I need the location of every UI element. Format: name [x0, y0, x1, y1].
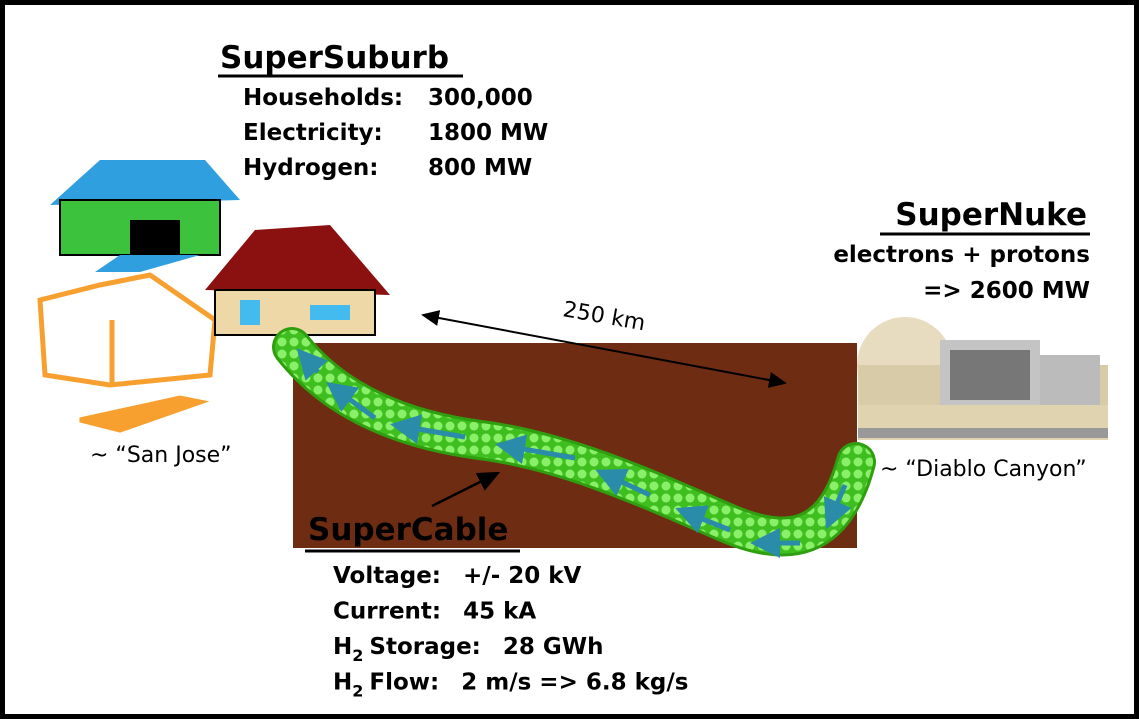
label: H [333, 634, 352, 660]
label: Current: [333, 599, 441, 625]
subscript: 2 [352, 682, 363, 701]
label: Storage: [369, 634, 481, 660]
nuke-line: => 2600 MW [923, 278, 1090, 304]
row-value: +/- 20 kV [463, 563, 582, 589]
row-value: 1800 MW [428, 120, 548, 146]
nuclear-plant [857, 317, 1108, 440]
label: Hydrogen: [243, 155, 378, 181]
orange-house [40, 275, 215, 430]
row-label: Voltage: [333, 563, 441, 589]
label: Electricity: [243, 120, 383, 146]
green-house [50, 160, 240, 272]
row-value: 300,000 [428, 85, 533, 111]
row-value: 2 m/s => 6.8 kg/s [461, 670, 688, 696]
label: H [333, 670, 352, 696]
cable-title: SuperCable [308, 512, 508, 548]
label: Voltage: [333, 563, 441, 589]
slide: SuperSuburb Households: 300,000 Electricit… [0, 0, 1139, 719]
row-value: 28 GWh [503, 634, 604, 660]
place-label: ~ “San Jose” [90, 443, 232, 468]
nuke-line: electrons + protons [833, 242, 1090, 268]
row-label: H2 Flow: [333, 670, 439, 701]
row-label: Electricity: [243, 120, 383, 146]
label: Flow: [369, 670, 439, 696]
suburb-title: SuperSuburb [220, 40, 449, 76]
row-value: 45 kA [463, 599, 536, 625]
label: Households: [243, 85, 403, 111]
row-label: H2 Storage: [333, 634, 481, 665]
nuke-title: SuperNuke [895, 197, 1087, 233]
subscript: 2 [352, 646, 363, 665]
row-label: Current: [333, 599, 441, 625]
place-label: ~ “Diablo Canyon” [880, 457, 1087, 482]
row-label: Hydrogen: [243, 155, 378, 181]
distance-label: 250 km [561, 297, 647, 336]
row-value: 800 MW [428, 155, 532, 181]
row-label: Households: [243, 85, 403, 111]
red-house [205, 225, 390, 335]
